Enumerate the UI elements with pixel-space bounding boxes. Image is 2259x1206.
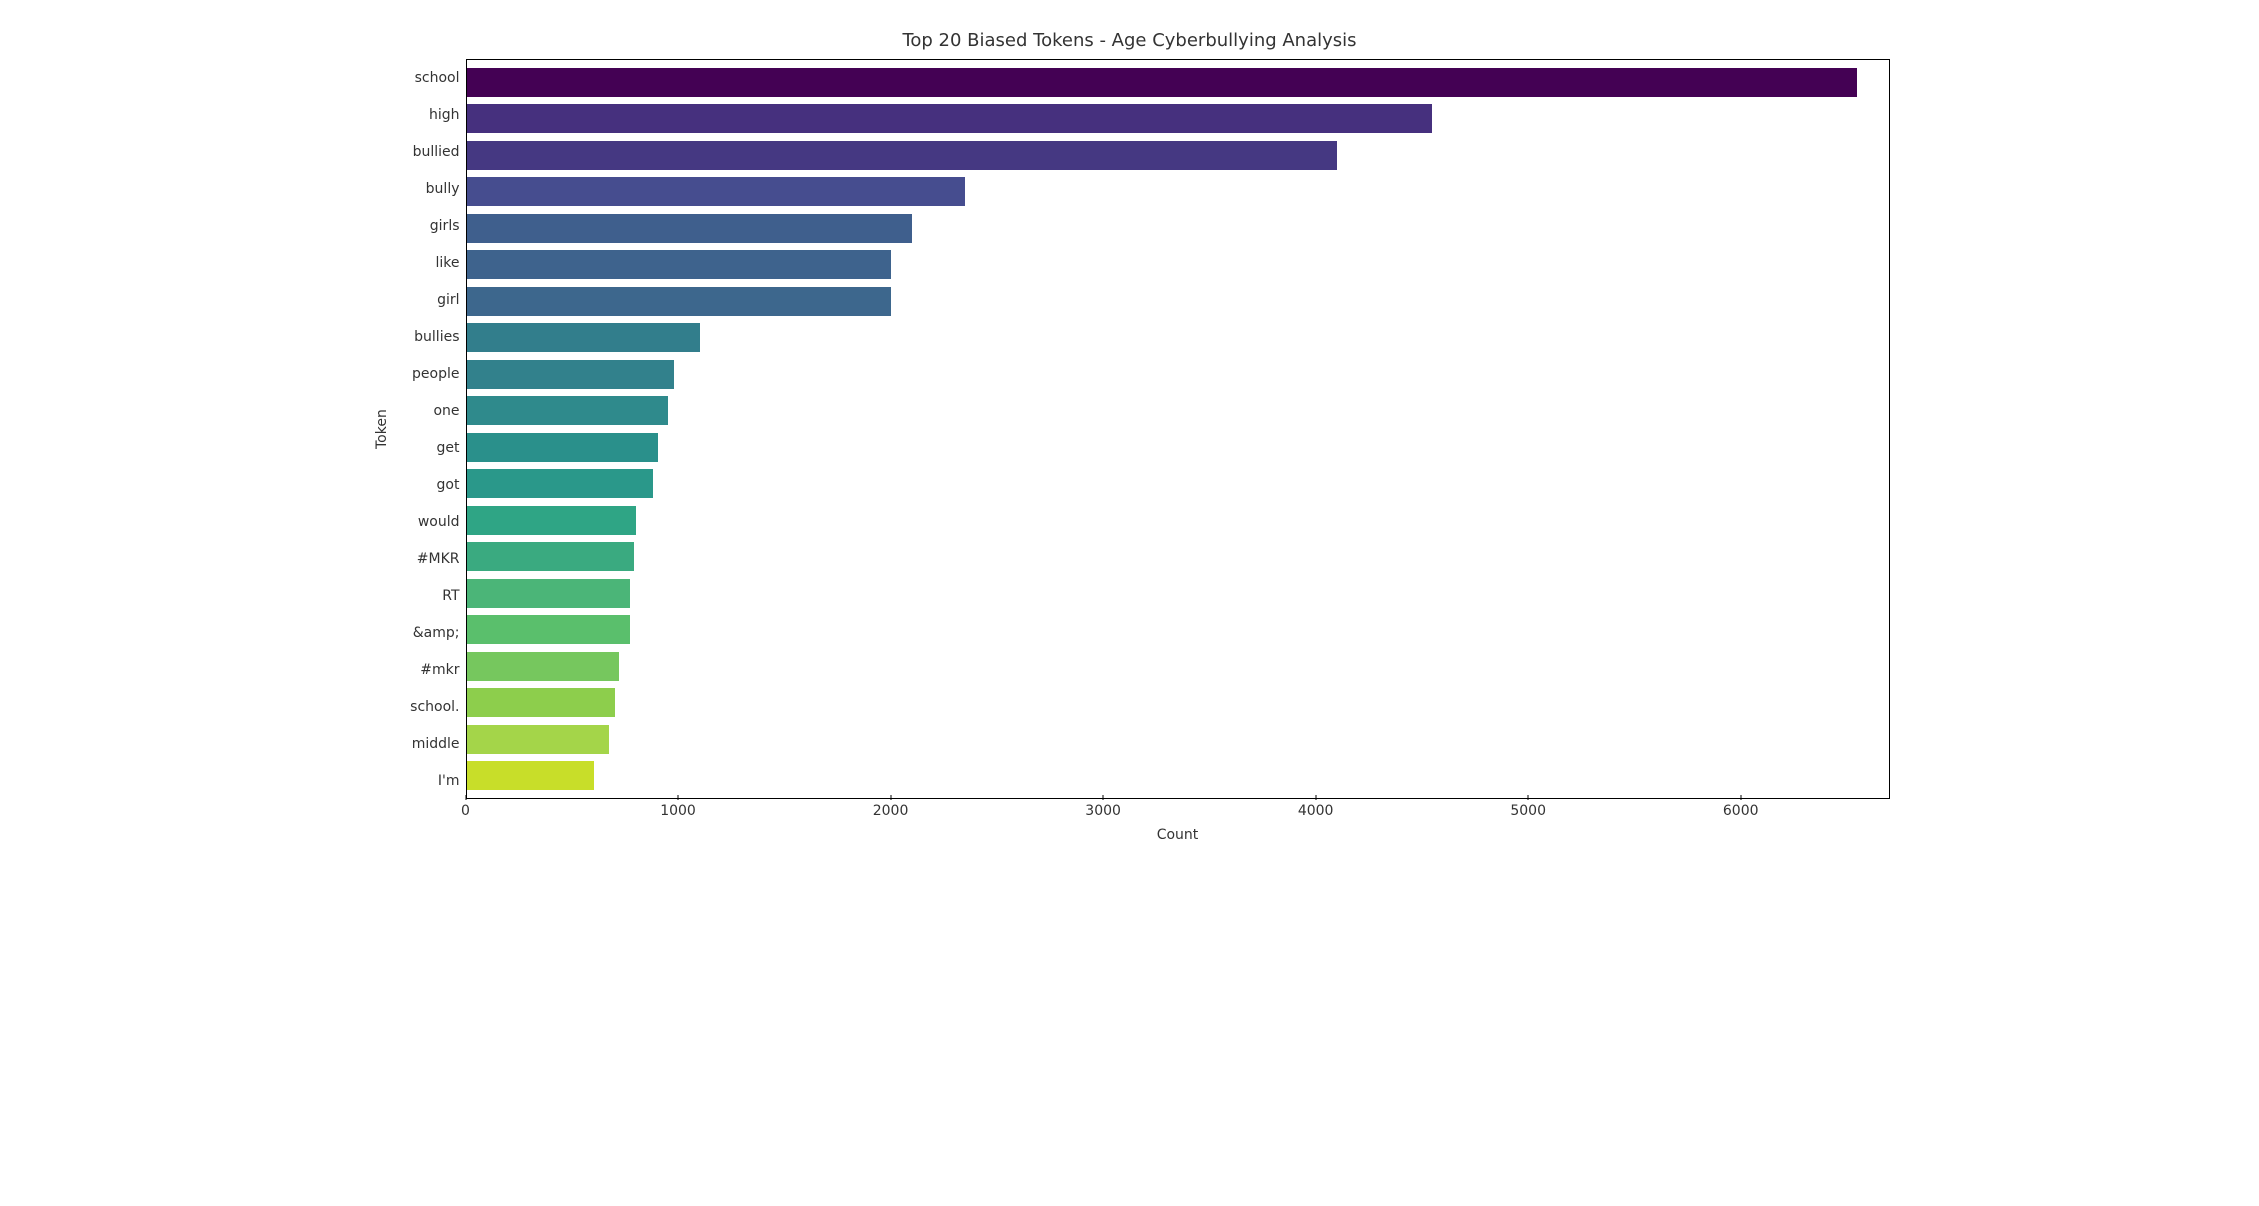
y-tick-label: bullied: [413, 145, 460, 159]
chart-bar: [467, 396, 669, 425]
y-tick-label: I'm: [438, 774, 460, 788]
chart-bar: [467, 469, 654, 498]
chart-axes: [466, 59, 1890, 799]
y-tick-label: #MKR: [417, 552, 460, 566]
chart-figure: Top 20 Biased Tokens - Age Cyberbullying…: [370, 30, 1890, 843]
y-axis-ticks: school high bullied bully girls like girl bulli…: [390, 59, 466, 799]
chart-bar: [467, 214, 913, 243]
chart-bar: [467, 104, 1433, 133]
x-tick-mark: [1528, 795, 1529, 800]
chart-bar: [467, 506, 637, 535]
y-axis-label: Token: [370, 59, 390, 799]
y-tick-label: bully: [426, 182, 460, 196]
y-tick-label: school: [415, 71, 460, 85]
y-tick-label: #mkr: [420, 663, 459, 677]
x-tick-label: 1000: [660, 803, 696, 819]
y-tick-label: high: [429, 108, 460, 122]
x-tick-mark: [890, 795, 891, 800]
y-tick-label: school.: [410, 700, 459, 714]
chart-bar: [467, 433, 658, 462]
y-tick-label: &amp;: [413, 626, 460, 640]
y-tick-label: people: [412, 367, 459, 381]
x-tick-label: 0: [461, 803, 470, 819]
chart-bar: [467, 615, 630, 644]
chart-bar: [467, 688, 616, 717]
y-tick-label: girl: [437, 293, 459, 307]
chart-bar: [467, 287, 891, 316]
y-tick-label: would: [418, 515, 460, 529]
x-tick-mark: [465, 795, 466, 800]
chart-bar: [467, 250, 891, 279]
chart-bar: [467, 652, 620, 681]
y-tick-label: middle: [412, 737, 460, 751]
y-tick-label: like: [435, 256, 459, 270]
chart-bar: [467, 141, 1337, 170]
chart-bar: [467, 579, 630, 608]
x-axis-label: Count: [466, 827, 1890, 843]
x-tick-label: 2000: [873, 803, 909, 819]
chart-bar: [467, 68, 1857, 97]
x-axis-area: 0100020003000400050006000: [466, 799, 1890, 823]
x-tick-mark: [1103, 795, 1104, 800]
x-tick-mark: [1315, 795, 1316, 800]
chart-bar: [467, 177, 966, 206]
y-tick-label: RT: [442, 589, 459, 603]
chart-title: Top 20 Biased Tokens - Age Cyberbullying…: [370, 30, 1890, 51]
x-tick-label: 4000: [1298, 803, 1334, 819]
x-tick-label: 6000: [1723, 803, 1759, 819]
x-tick-mark: [1740, 795, 1741, 800]
chart-bar: [467, 761, 594, 790]
chart-plot-area: Token school high bullied bully girls like gir…: [370, 59, 1890, 799]
x-tick-label: 3000: [1085, 803, 1121, 819]
x-tick-label: 5000: [1510, 803, 1546, 819]
y-tick-label: bullies: [414, 330, 459, 344]
x-tick-mark: [678, 795, 679, 800]
y-tick-label: girls: [430, 219, 460, 233]
chart-title-text: Top 20 Biased Tokens - Age Cyberbullying…: [902, 30, 1356, 51]
chart-bar: [467, 360, 675, 389]
y-tick-label: got: [437, 478, 460, 492]
chart-bar: [467, 542, 635, 571]
y-tick-label: one: [433, 404, 459, 418]
chart-bars: [467, 60, 1889, 798]
y-tick-label: get: [437, 441, 460, 455]
chart-bar: [467, 725, 609, 754]
chart-bar: [467, 323, 700, 352]
x-axis-ticks: 0100020003000400050006000: [466, 799, 1890, 823]
